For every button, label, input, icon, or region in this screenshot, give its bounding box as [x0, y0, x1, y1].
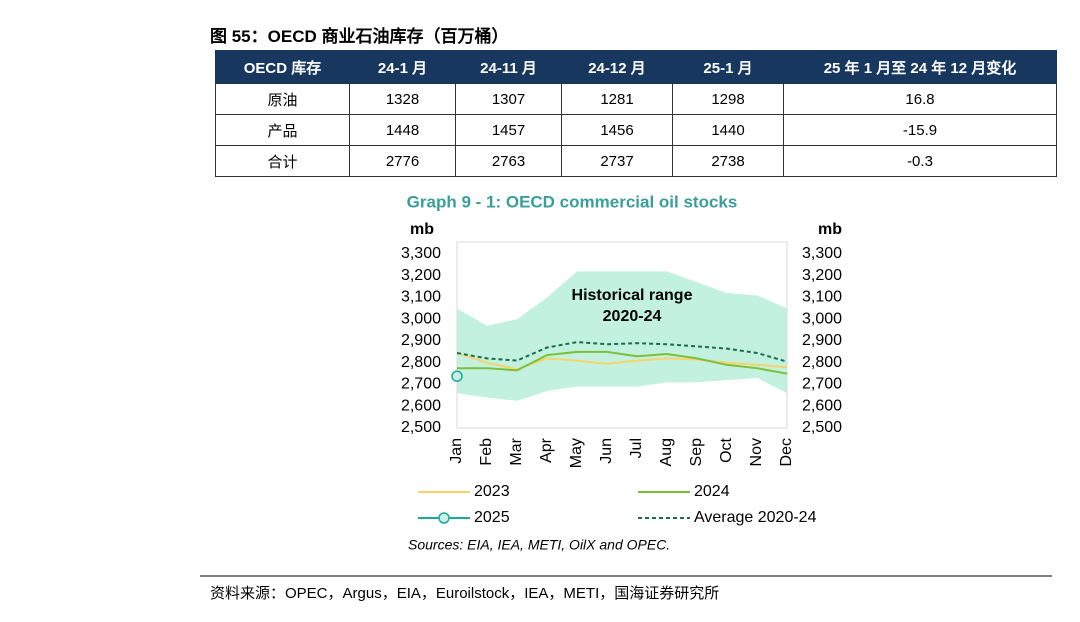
figure-title: 图 55：OECD 商业石油库存（百万桶）: [210, 27, 509, 46]
x-tick-label: Jun: [598, 438, 615, 464]
x-tick-label: May: [568, 438, 585, 468]
column-header: 24-12 月: [561, 50, 673, 84]
y2-axis-label: mb: [818, 221, 842, 238]
chart-source: Sources: EIA, IEA, METI, OilX and OPEC.: [408, 537, 670, 553]
y2-tick-label: 3,100: [802, 289, 842, 306]
y2-tick-label: 3,200: [802, 267, 842, 284]
annotation: 2020-24: [603, 308, 662, 325]
table-cell: 原油: [215, 83, 350, 115]
x-tick-label: Aug: [658, 438, 675, 466]
table-header: OECD 库存 24-1 月 24-11 月 24-12 月 25-1 月 25 年 1 …: [215, 50, 1057, 84]
table-cell: 1456: [561, 114, 673, 146]
table-cell: 2738: [672, 145, 784, 177]
series-marker: [451, 370, 463, 382]
y-tick-label: 2,900: [401, 332, 441, 349]
table-cell: 2763: [455, 145, 562, 177]
y-tick-label: 3,300: [401, 245, 441, 262]
plot-frame: [456, 241, 788, 429]
table-cell: -0.3: [783, 145, 1057, 177]
y2-tick-label: 2,900: [802, 332, 842, 349]
legend-marker: [438, 512, 450, 524]
series-line: [457, 350, 788, 375]
y2-tick-label: 2,700: [802, 376, 842, 393]
x-tick-label: Dec: [778, 438, 795, 466]
x-tick-label: Oct: [718, 437, 735, 462]
x-tick-label: Feb: [478, 438, 495, 466]
column-header: 25-1 月: [672, 50, 784, 84]
table-body: 原油 1328 1307 1281 1298 16.8 产品 1448 1457 1456 1440…: [215, 83, 1057, 177]
y-tick-label: 2,800: [401, 354, 441, 371]
x-tick-label: Nov: [748, 438, 765, 466]
footer-source: 资料来源：OPEC，Argus，EIA，Euroilstock，IEA，METI…: [210, 585, 720, 602]
x-tick-label: Jan: [448, 438, 465, 464]
x-tick-label: Sep: [688, 438, 705, 467]
x-tick-label: Mar: [508, 437, 525, 465]
table-cell: 1440: [672, 114, 784, 146]
legend-label: Average 2020-24: [694, 509, 817, 526]
x-tick-label: Apr: [538, 437, 555, 463]
y2-tick-label: 2,500: [802, 419, 842, 436]
table-cell: 1448: [349, 114, 456, 146]
column-header: 24-1 月: [349, 50, 456, 84]
y-tick-label: 2,500: [401, 419, 441, 436]
y2-tick-label: 2,600: [802, 397, 842, 414]
y-tick-label: 3,100: [401, 289, 441, 306]
series-line: [456, 341, 788, 363]
table-cell: 1328: [349, 83, 456, 115]
table-cell: 2737: [561, 145, 673, 177]
annotation: Historical range: [572, 287, 693, 304]
legend-label: 2025: [474, 509, 510, 526]
y2-tick-label: 2,800: [802, 354, 842, 371]
historical-range: [457, 271, 787, 401]
table-row: 合计 2776 2763 2737 2738 -0.3: [215, 145, 1057, 177]
y2-tick-label: 3,000: [802, 310, 842, 327]
table-cell: 合计: [215, 145, 350, 177]
y-axis-label: mb: [410, 221, 434, 238]
y-tick-label: 3,000: [401, 310, 441, 327]
legend-label: 2024: [694, 483, 730, 500]
y2-tick-label: 3,300: [802, 245, 842, 262]
table-cell: 1307: [455, 83, 562, 115]
legend-label: 2023: [474, 483, 510, 500]
y-tick-label: 2,700: [401, 376, 441, 393]
chart-title: Graph 9 - 1: OECD commercial oil stocks: [407, 192, 738, 211]
column-header: 24-11 月: [455, 50, 562, 84]
y-tick-label: 3,200: [401, 267, 441, 284]
table-cell: 1298: [672, 83, 784, 115]
x-tick-label: Jul: [628, 438, 645, 458]
data-table: OECD 库存 24-1 月 24-11 月 24-12 月 25-1 月 25 年 1 …: [215, 50, 1057, 177]
table-cell: 产品: [215, 114, 350, 146]
table-cell: 2776: [349, 145, 456, 177]
series-line: [456, 352, 788, 371]
y-tick-label: 2,600: [401, 397, 441, 414]
